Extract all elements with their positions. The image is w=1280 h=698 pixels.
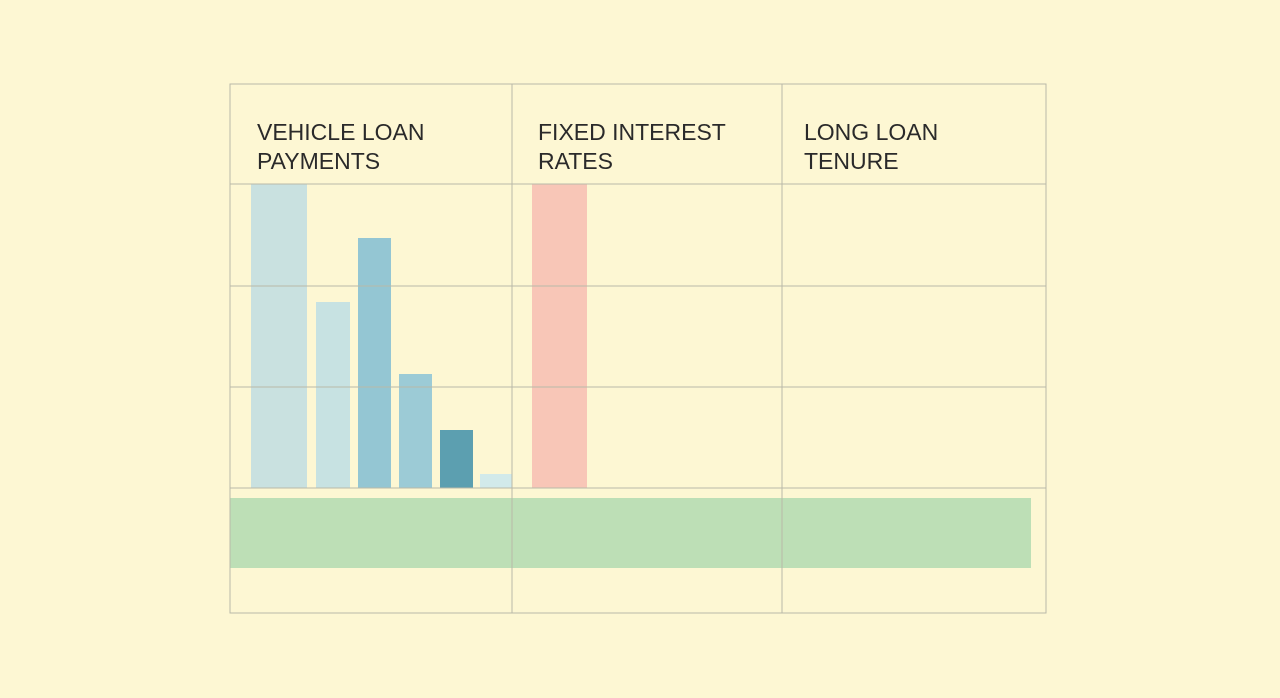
header-text: LONG LOAN	[804, 119, 938, 145]
band	[230, 498, 1031, 568]
bar	[480, 474, 512, 488]
header-text: VEHICLE LOAN	[257, 119, 424, 145]
bar	[251, 184, 307, 488]
bar	[316, 302, 350, 488]
bar	[532, 184, 587, 488]
headers: VEHICLE LOAN PAYMENTS FIXED INTEREST RAT…	[257, 119, 938, 174]
header-text: PAYMENTS	[257, 148, 380, 174]
bars	[251, 184, 587, 488]
header-text: TENURE	[804, 148, 899, 174]
header-text: RATES	[538, 148, 613, 174]
header-text: FIXED INTEREST	[538, 119, 726, 145]
grid-border	[229, 83, 1047, 614]
bar	[440, 430, 473, 488]
bar	[358, 238, 391, 488]
grid	[229, 83, 1047, 614]
bar	[399, 374, 432, 488]
